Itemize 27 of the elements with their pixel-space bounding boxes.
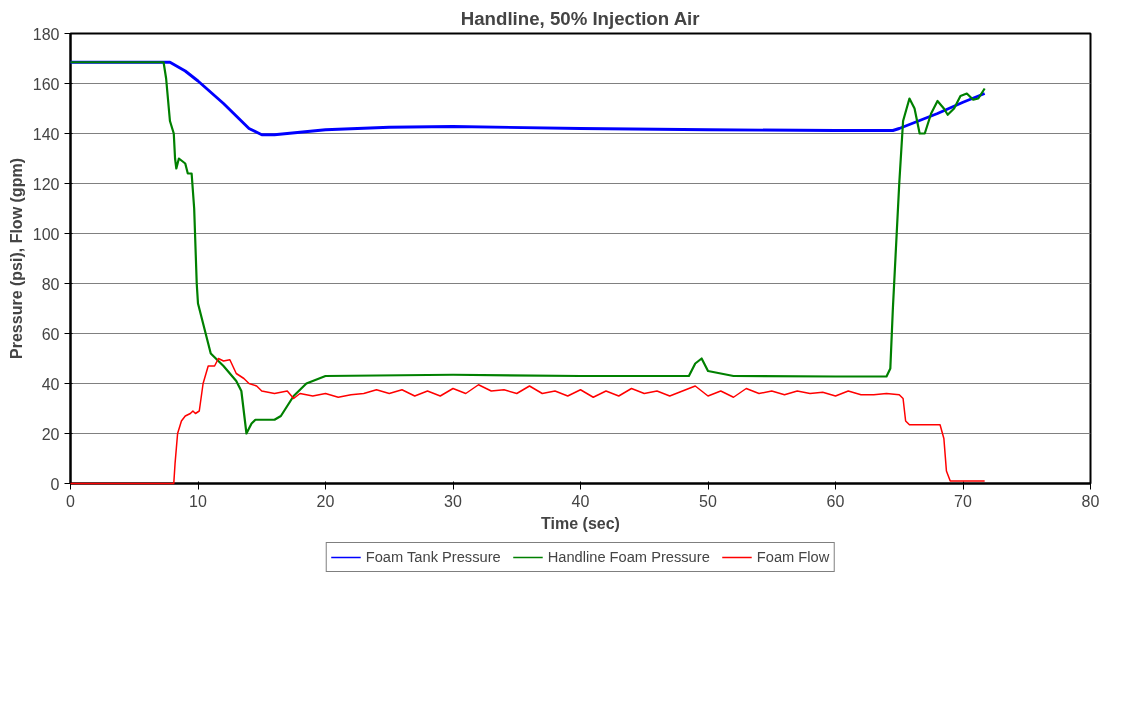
y-tick-label: 100	[32, 225, 60, 243]
line-series	[69, 357, 986, 485]
x-tick-label: 60	[826, 492, 845, 510]
x-tick-label: 70	[954, 492, 972, 510]
x-tick-label: 0	[66, 492, 76, 510]
y-tick-label: 60	[41, 325, 60, 343]
legend-label: Handline Foam Pressure	[547, 548, 710, 565]
y-tick-label: 180	[32, 25, 60, 43]
y-tick-label: 40	[41, 375, 60, 393]
x-tick-label: 30	[444, 492, 462, 510]
line-series	[69, 61, 986, 435]
y-tick-label: 80	[41, 275, 60, 293]
x-tick-label: 20	[316, 492, 335, 510]
chart-title: Handline, 50% Injection Air	[460, 7, 700, 29]
x-tick-label: 80	[1081, 492, 1100, 510]
y-axis-title: Pressure (psi), Flow (gpm)	[7, 158, 25, 359]
y-tick-label: 120	[32, 175, 60, 193]
y-tick-label: 20	[41, 425, 60, 443]
x-tick-label: 10	[189, 492, 207, 510]
y-tick-label: 140	[32, 125, 60, 143]
x-axis-title: Time (sec)	[541, 514, 620, 532]
y-tick-label: 0	[50, 475, 60, 493]
y-tick-label: 160	[32, 75, 60, 93]
legend-label: Foam Flow	[756, 548, 830, 565]
legend-label: Foam Tank Pressure	[365, 548, 501, 565]
x-tick-label: 40	[571, 492, 590, 510]
x-tick-label: 50	[699, 492, 717, 510]
